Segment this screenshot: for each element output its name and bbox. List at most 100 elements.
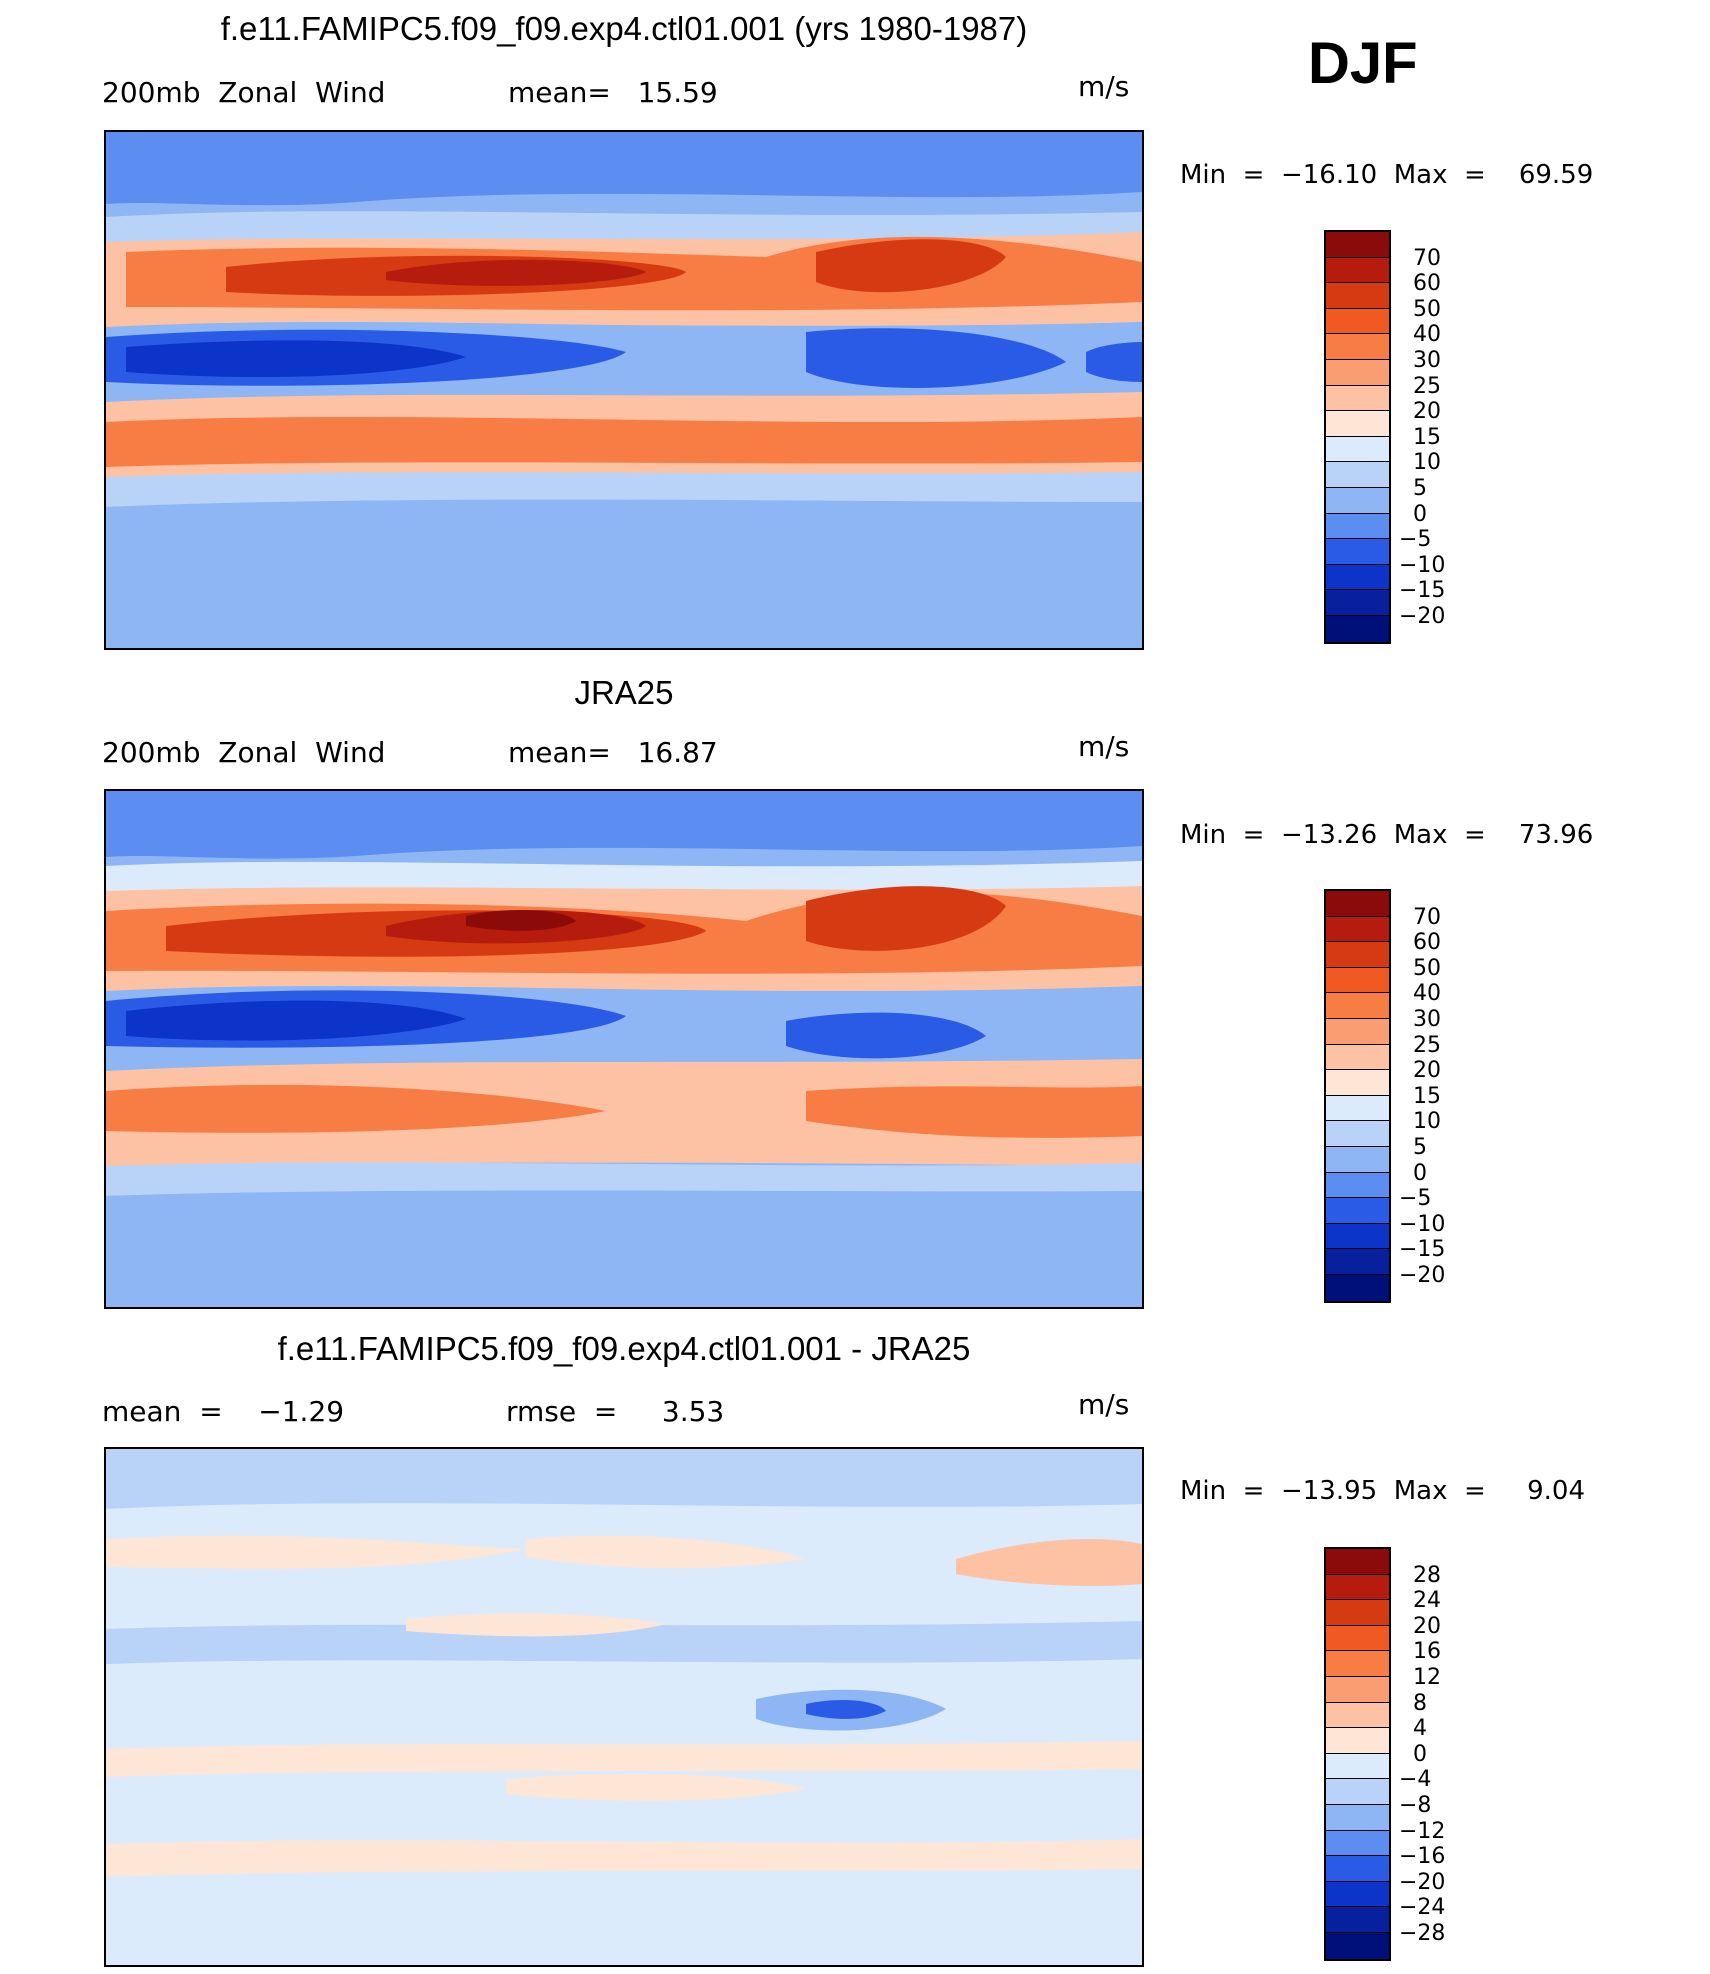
colorbar-swatch — [1326, 1600, 1389, 1626]
colorbar-tick-label: −5 — [1399, 527, 1432, 553]
panel-2-field-label: 200mb Zonal Wind — [102, 736, 386, 769]
colorbar-swatch — [1326, 257, 1389, 284]
colorbar-tick-label: −15 — [1399, 578, 1446, 604]
panel-2-mean-label: mean= 16.87 — [508, 736, 718, 769]
colorbar-tick-label: 8 — [1413, 1690, 1427, 1716]
colorbar-swatch — [1326, 436, 1389, 463]
panel-1-map — [104, 130, 1144, 650]
colorbar-tick-label: 0 — [1413, 501, 1427, 527]
colorbar-swatch — [1326, 1881, 1389, 1908]
colorbar-swatch — [1326, 1095, 1389, 1122]
colorbar-swatch — [1326, 1121, 1389, 1147]
colorbar-swatch — [1326, 1018, 1389, 1045]
colorbar-swatch — [1326, 1830, 1389, 1857]
panel-2-map — [104, 789, 1144, 1309]
colorbar-tick-label: −24 — [1399, 1895, 1446, 1921]
colorbar-tick-label: 50 — [1413, 296, 1441, 322]
colorbar-tick-label: −10 — [1399, 1211, 1446, 1237]
colorbar-swatch — [1326, 564, 1389, 591]
colorbar-tick-label: 50 — [1413, 955, 1441, 981]
colorbar-swatch — [1326, 359, 1389, 386]
colorbar-swatch — [1326, 967, 1389, 994]
colorbar-tick-label: −15 — [1399, 1237, 1446, 1263]
colorbar-tick-label: −28 — [1399, 1921, 1446, 1946]
colorbar-swatch — [1326, 942, 1389, 968]
colorbar-swatch — [1326, 916, 1389, 943]
colorbar-swatch — [1326, 993, 1389, 1019]
colorbar-swatch — [1326, 1198, 1389, 1224]
colorbar-tick-label: 10 — [1413, 1109, 1441, 1135]
colorbar-tick-label: 70 — [1413, 245, 1441, 271]
colorbar-swatch — [1326, 411, 1389, 437]
colorbar-swatch — [1326, 891, 1389, 917]
colorbar-tick-label: 70 — [1413, 904, 1441, 930]
colorbar-swatch — [1326, 615, 1389, 642]
colorbar-tick-label: 0 — [1413, 1741, 1427, 1767]
colorbar-tick-label: −20 — [1399, 604, 1446, 629]
colorbar-tick-label: 25 — [1413, 1032, 1441, 1058]
colorbar-swatch — [1326, 1779, 1389, 1805]
panel-2-colorbar — [1324, 889, 1391, 1303]
panel-1-minmax: Min = −16.10 Max = 69.59 — [1180, 160, 1594, 190]
colorbar-tick-label: 16 — [1413, 1639, 1441, 1665]
colorbar-tick-label: 0 — [1413, 1160, 1427, 1186]
colorbar-swatch — [1326, 1274, 1389, 1301]
colorbar-swatch — [1326, 1249, 1389, 1275]
colorbar-tick-label: 30 — [1413, 348, 1441, 373]
colorbar-swatch — [1326, 1223, 1389, 1250]
panel-2-title: JRA25 — [574, 674, 674, 711]
colorbar-swatch — [1326, 513, 1389, 540]
panel-3-title: f.e11.FAMIPC5.f09_f09.exp4.ctl01.001 - J… — [277, 1330, 971, 1367]
colorbar-tick-label: 10 — [1413, 450, 1441, 476]
colorbar-swatch — [1326, 1753, 1389, 1780]
panel-3-mean-label: mean = −1.29 — [102, 1395, 345, 1428]
colorbar-tick-label: 24 — [1413, 1588, 1441, 1614]
colorbar-tick-label: −20 — [1399, 1869, 1446, 1895]
colorbar-swatch — [1326, 385, 1389, 412]
colorbar-swatch — [1326, 1574, 1389, 1601]
colorbar-swatch — [1326, 1856, 1389, 1882]
colorbar-tick-label: −4 — [1399, 1767, 1432, 1793]
panel-1-title: f.e11.FAMIPC5.f09_f09.exp4.ctl01.001 (yr… — [220, 10, 1028, 47]
colorbar-tick-label: 28 — [1413, 1562, 1441, 1588]
colorbar-tick-label: 4 — [1413, 1716, 1427, 1742]
colorbar-tick-label: 5 — [1413, 476, 1427, 501]
panel-1-units: m/s — [1078, 70, 1130, 103]
colorbar-swatch — [1326, 1625, 1389, 1652]
panel-1-colorbar — [1324, 230, 1391, 644]
colorbar-swatch — [1326, 283, 1389, 309]
panel-3-minmax: Min = −13.95 Max = 9.04 — [1180, 1476, 1586, 1506]
colorbar-tick-label: 60 — [1413, 930, 1441, 956]
colorbar-tick-label: 40 — [1413, 981, 1441, 1007]
panel-3-units: m/s — [1078, 1388, 1130, 1421]
colorbar-tick-label: 20 — [1413, 1613, 1441, 1639]
colorbar-tick-label: 12 — [1413, 1665, 1441, 1690]
colorbar-swatch — [1326, 1907, 1389, 1933]
colorbar-swatch — [1326, 539, 1389, 565]
colorbar-swatch — [1326, 1044, 1389, 1071]
colorbar-tick-label: −20 — [1399, 1263, 1446, 1288]
colorbar-swatch — [1326, 1676, 1389, 1703]
colorbar-swatch — [1326, 1172, 1389, 1199]
colorbar-swatch — [1326, 1932, 1389, 1959]
colorbar-swatch — [1326, 232, 1389, 258]
colorbar-tick-label: −10 — [1399, 552, 1446, 578]
colorbar-tick-label: 15 — [1413, 424, 1441, 450]
colorbar-tick-label: 60 — [1413, 271, 1441, 297]
colorbar-tick-label: 20 — [1413, 1058, 1441, 1084]
panel-1-mean-label: mean= 15.59 — [508, 76, 718, 109]
panel-2-units: m/s — [1078, 730, 1130, 763]
panel-2-minmax: Min = −13.26 Max = 73.96 — [1180, 820, 1594, 850]
colorbar-swatch — [1326, 462, 1389, 488]
colorbar-swatch — [1326, 334, 1389, 360]
colorbar-tick-label: −12 — [1399, 1818, 1446, 1844]
panel-3-colorbar — [1324, 1547, 1391, 1961]
season-label: DJF — [1308, 31, 1418, 96]
colorbar-tick-label: 15 — [1413, 1083, 1441, 1109]
colorbar-swatch — [1326, 1549, 1389, 1575]
colorbar-swatch — [1326, 487, 1389, 514]
colorbar-swatch — [1326, 1728, 1389, 1754]
colorbar-swatch — [1326, 1804, 1389, 1831]
colorbar-tick-label: 25 — [1413, 373, 1441, 399]
colorbar-tick-label: 20 — [1413, 399, 1441, 425]
